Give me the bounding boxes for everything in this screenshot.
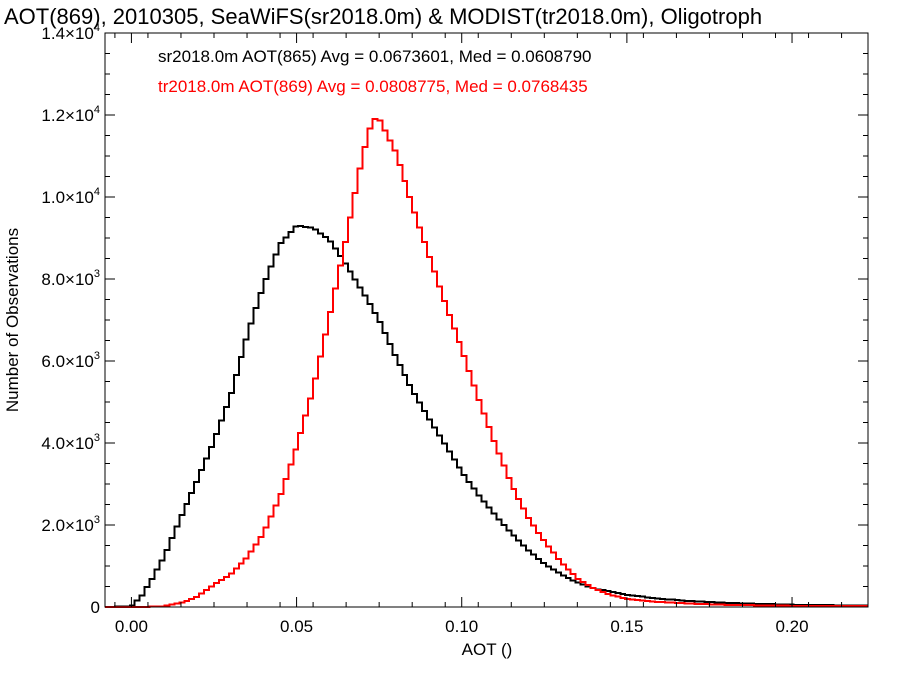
- y-tick-label: 1.2×104: [41, 104, 100, 125]
- series-line-0: [105, 225, 868, 608]
- legend-entry-red: tr2018.0m AOT(869) Avg = 0.0808775, Med …: [158, 77, 588, 96]
- x-axis-title: AOT (): [462, 640, 513, 659]
- x-tick-label: 0.00: [115, 617, 148, 636]
- y-tick-label: 8.0×103: [41, 268, 100, 289]
- y-tick-label: 6.0×103: [41, 350, 100, 371]
- plot-frame: [104, 32, 869, 608]
- legend: sr2018.0m AOT(865) Avg = 0.0673601, Med …: [158, 47, 592, 96]
- x-tick-label: 0.05: [280, 617, 313, 636]
- series-layer: [105, 118, 868, 608]
- y-tick-label: 1.0×104: [41, 186, 100, 207]
- chart-title: AOT(869), 2010305, SeaWiFS(sr2018.0m) & …: [4, 4, 762, 29]
- y-tick-label: 4.0×103: [41, 432, 100, 453]
- y-tick-label: 1.4×104: [41, 22, 100, 43]
- series-line-1: [105, 118, 868, 608]
- x-tick-label: 0.15: [610, 617, 643, 636]
- y-tick-label: 0: [91, 598, 100, 617]
- ticks-layer: 0.00 0.05 0.10 0.15 0.20 0 2.0×103 4.0×103 6.0×1…: [41, 22, 868, 636]
- y-axis-title: Number of Observations: [3, 228, 22, 412]
- x-tick-label: 0.10: [445, 617, 478, 636]
- x-tick-label: 0.20: [775, 617, 808, 636]
- legend-entry-black: sr2018.0m AOT(865) Avg = 0.0673601, Med …: [158, 47, 592, 66]
- y-tick-label: 2.0×103: [41, 514, 100, 535]
